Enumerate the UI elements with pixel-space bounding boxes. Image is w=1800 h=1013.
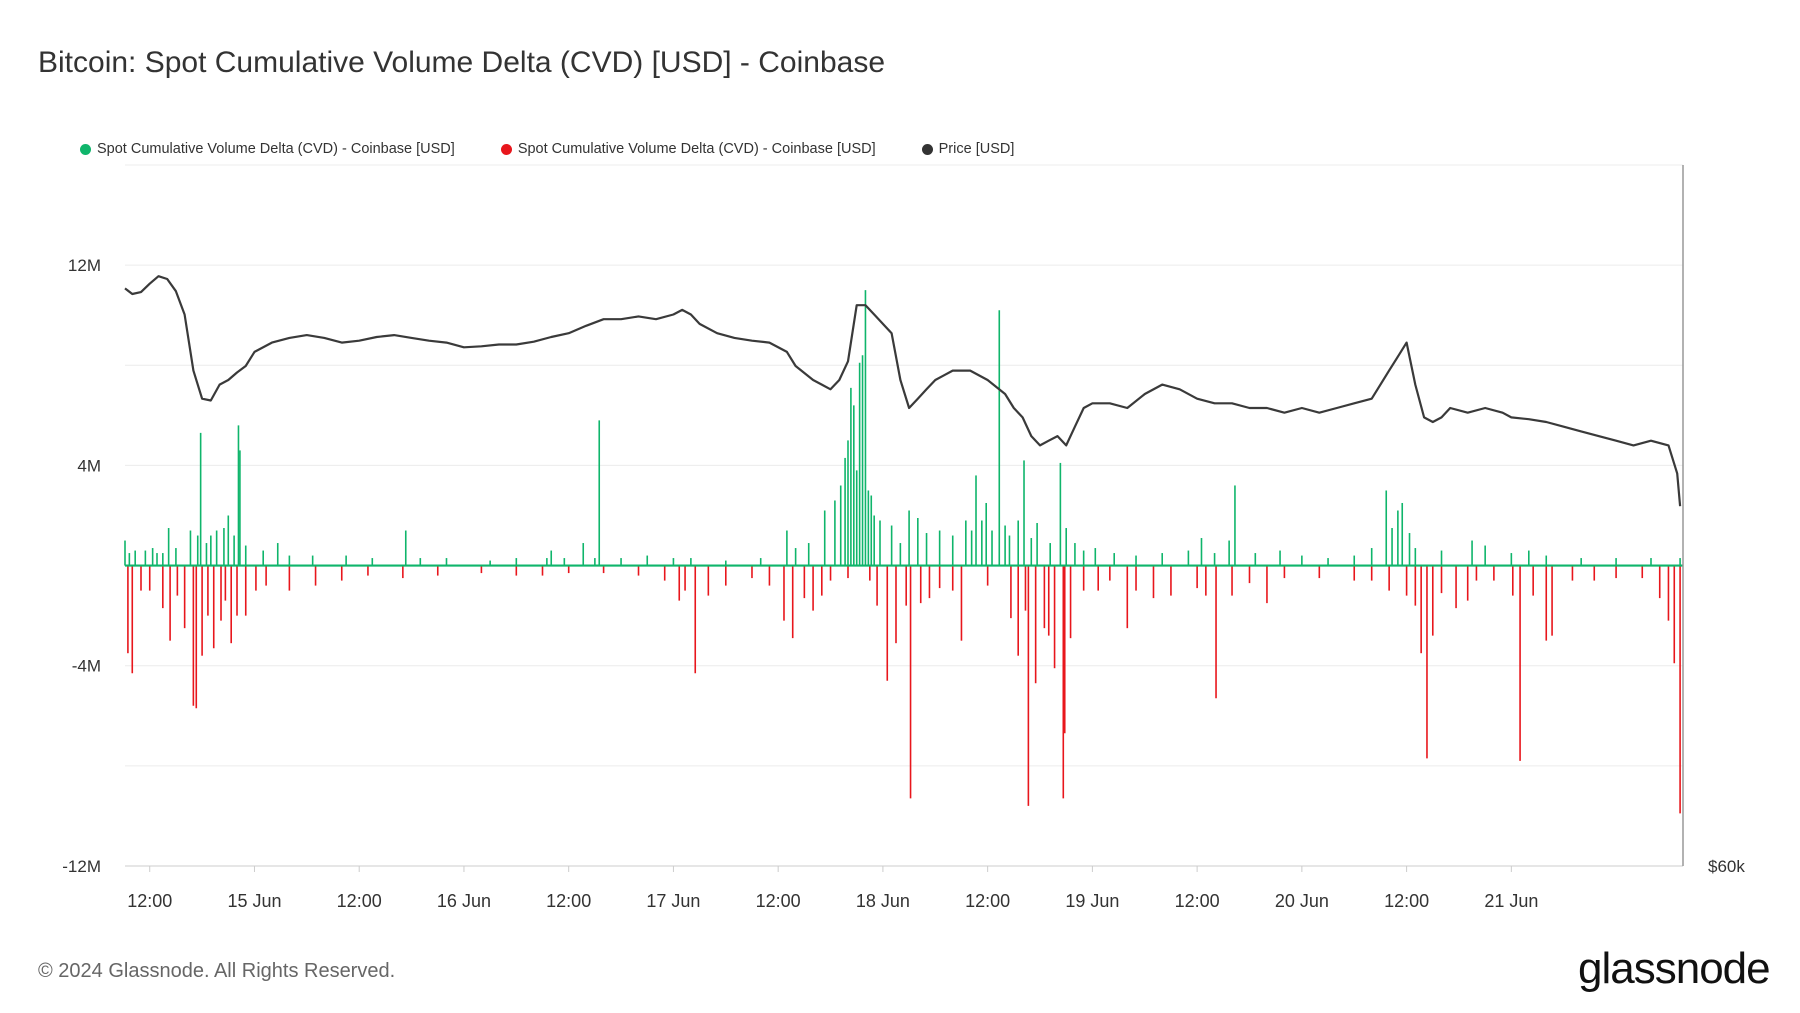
x-tick-label: 12:00 [1175, 891, 1220, 911]
chart-axes [125, 165, 1684, 872]
x-tick-label: 12:00 [127, 891, 172, 911]
price-series-line [124, 275, 1682, 507]
x-tick-label: 18 Jun [856, 891, 910, 911]
dark-dot-icon [921, 143, 933, 155]
legend-label-cvd-positive: Spot Cumulative Volume Delta (CVD) - Coi… [97, 141, 455, 157]
chart-legend: Spot Cumulative Volume Delta (CVD) - Coi… [80, 141, 1060, 157]
x-tick-label: 12:00 [756, 891, 801, 911]
copyright-notice: © 2024 Glassnode. All Rights Reserved. [38, 960, 396, 982]
negative-bars [127, 565, 1681, 814]
x-tick-label: 12:00 [546, 891, 591, 911]
x-tick-label: 12:00 [965, 891, 1010, 911]
y-tick-label: 12M [68, 256, 101, 275]
x-tick-label: 19 Jun [1065, 891, 1119, 911]
axis-labels: 12M 4M -4M -12M $60k 12:00 15 Jun 12:00 16 Jun 12… [62, 256, 1745, 911]
green-dot-icon [80, 143, 91, 155]
x-tick-label: 21 Jun [1484, 891, 1538, 911]
chart-title: Bitcoin: Spot Cumulative Volume Delta (C… [38, 46, 886, 79]
x-tick-label: 20 Jun [1275, 891, 1329, 911]
legend-item-cvd-positive[interactable]: Spot Cumulative Volume Delta (CVD) - Coi… [80, 141, 455, 157]
x-tick-label: 12:00 [1384, 891, 1429, 911]
red-dot-icon [500, 143, 512, 155]
legend-label-price: Price [USD] [938, 141, 1015, 157]
y-tick-label: 4M [77, 456, 101, 475]
x-tick-label: 16 Jun [437, 891, 491, 911]
positive-bars [124, 290, 1683, 567]
y-tick-label: -12M [62, 857, 101, 876]
legend-item-price[interactable]: Price [USD] [921, 141, 1015, 157]
chart-gridlines [125, 164, 1683, 767]
glassnode-logo[interactable]: glassnode [1578, 944, 1771, 993]
legend-item-cvd-negative[interactable]: Spot Cumulative Volume Delta (CVD) - Coi… [500, 141, 876, 157]
legend-label-cvd-negative: Spot Cumulative Volume Delta (CVD) - Coi… [517, 141, 876, 157]
y-tick-label: -4M [72, 657, 101, 676]
price-line [124, 275, 1682, 507]
x-tick-label: 17 Jun [646, 891, 700, 911]
x-tick-label: 12:00 [337, 891, 382, 911]
price-tick-label: $60k [1708, 857, 1745, 876]
x-tick-label: 15 Jun [227, 891, 281, 911]
